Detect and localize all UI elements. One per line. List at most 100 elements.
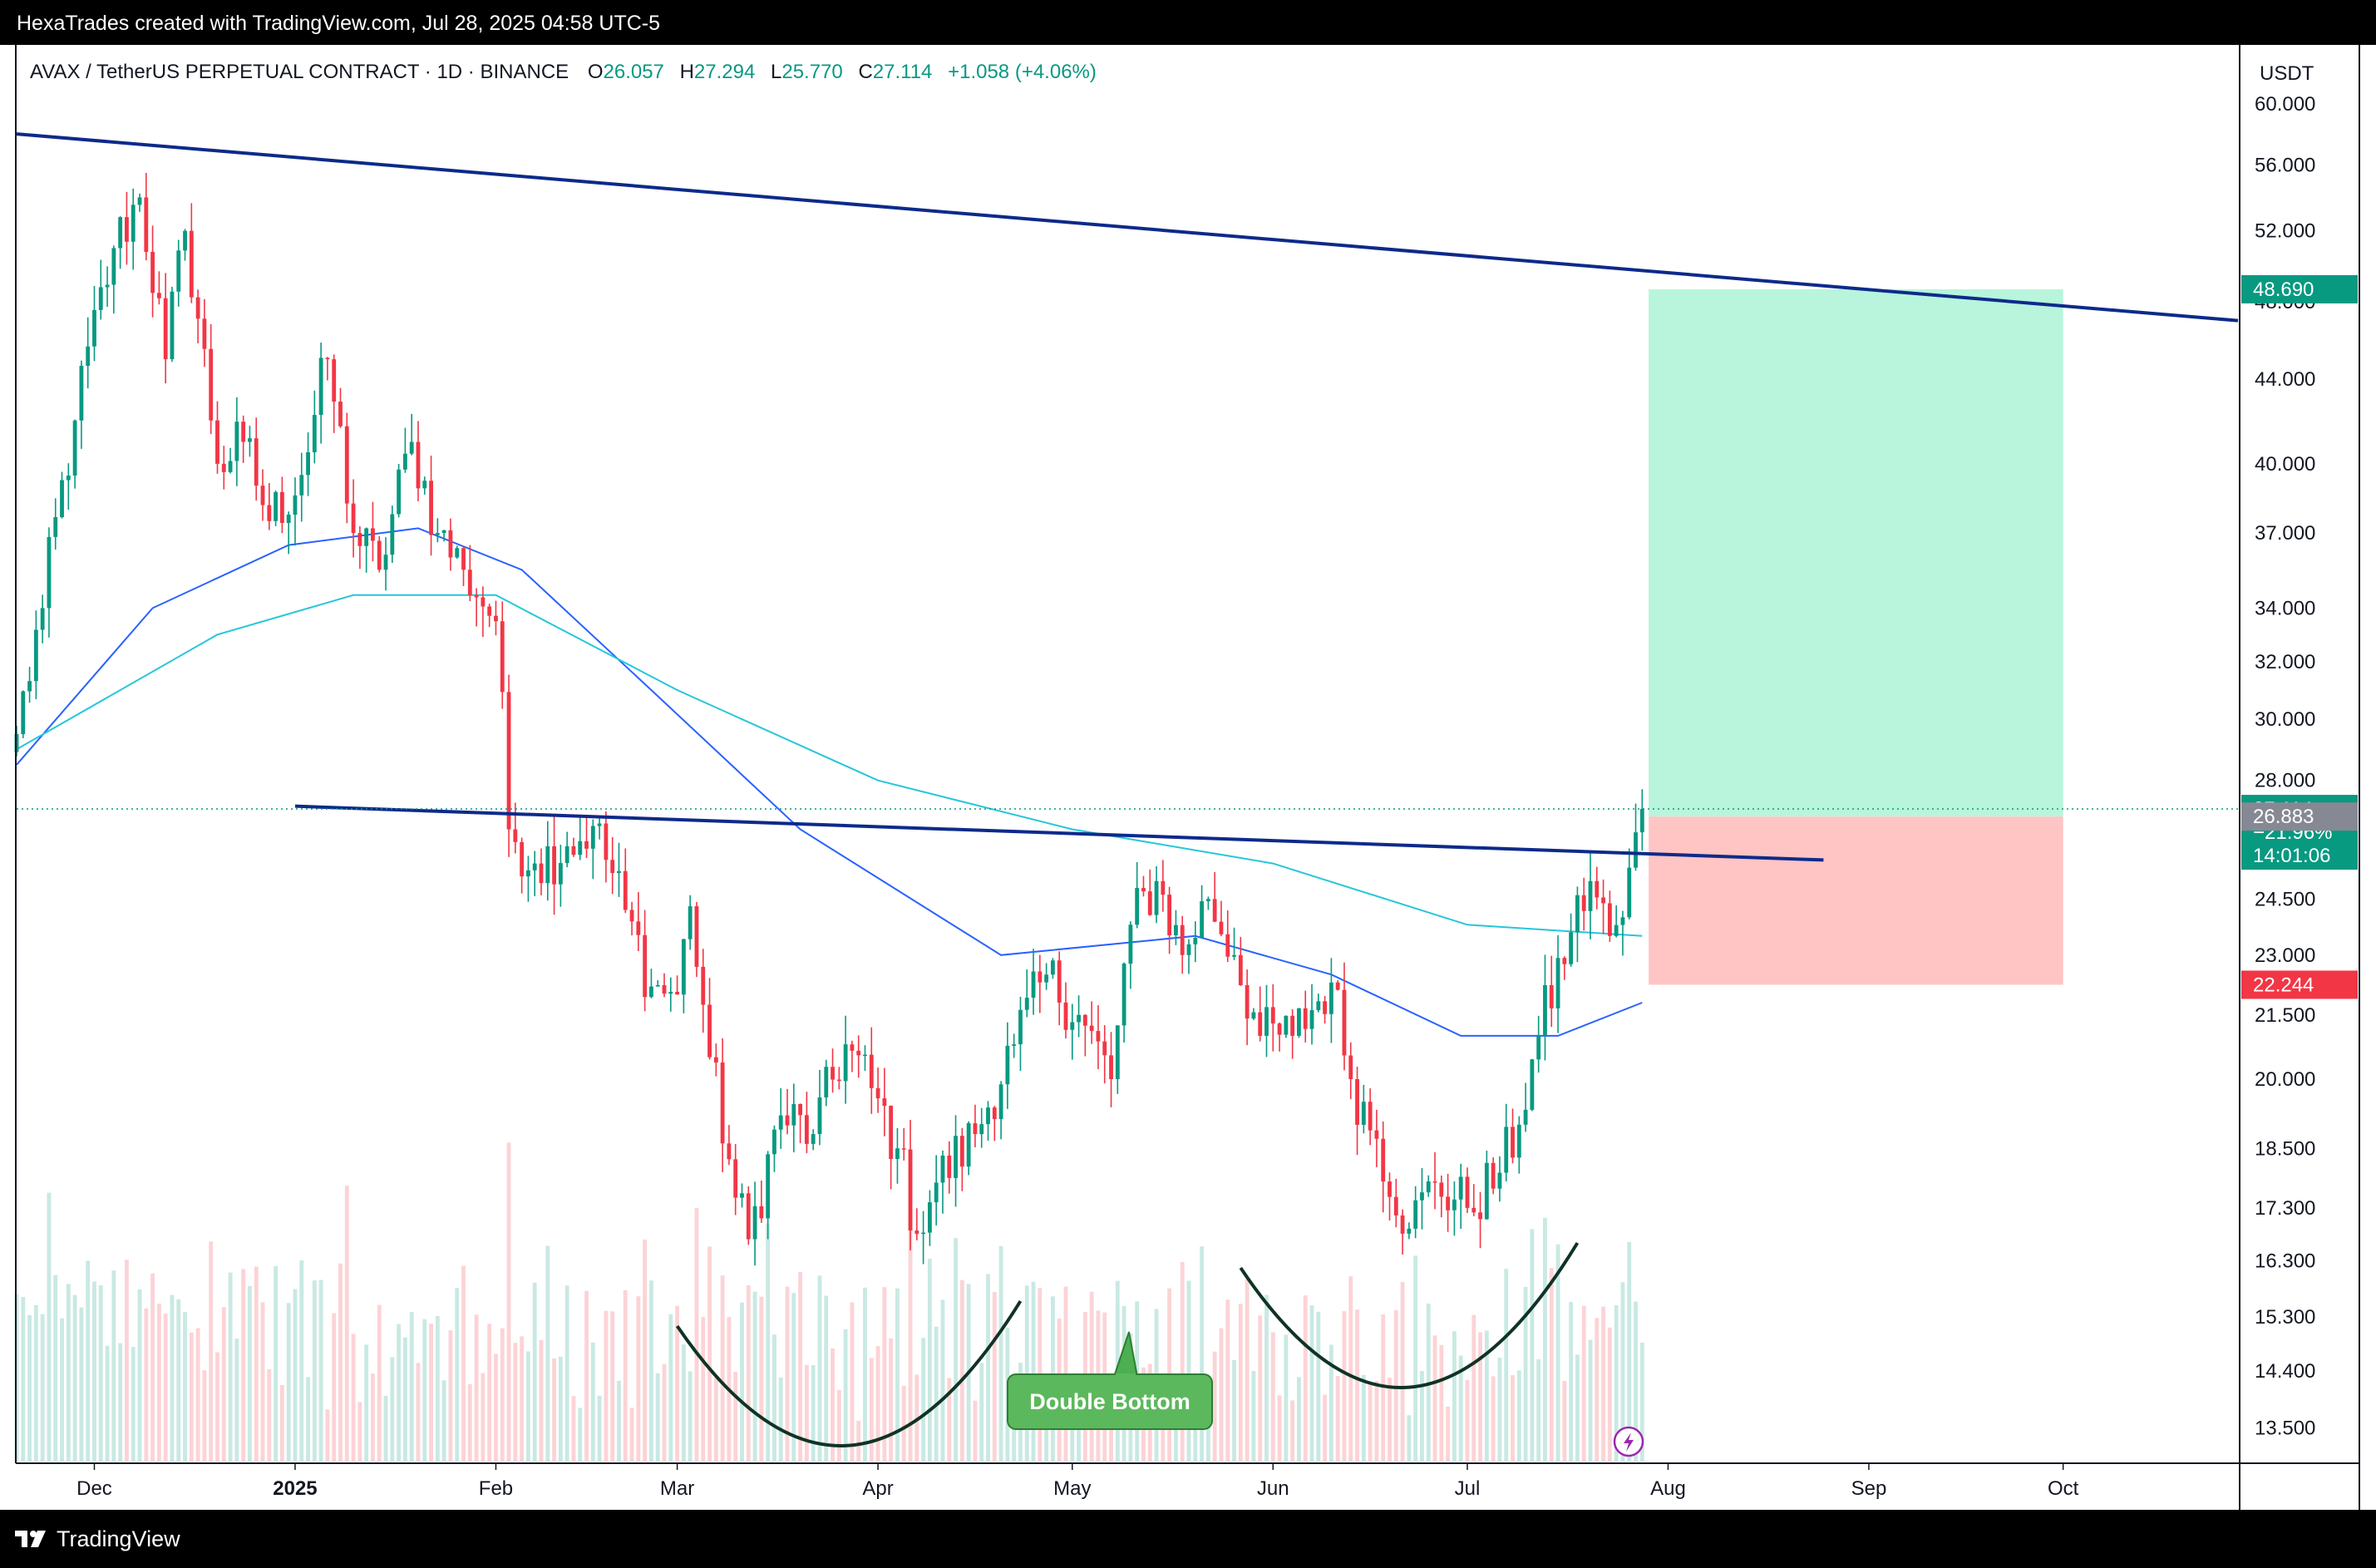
candle-body[interactable] bbox=[33, 629, 38, 682]
candle-body[interactable] bbox=[1439, 1182, 1444, 1197]
candle-body[interactable] bbox=[221, 463, 226, 472]
candle-body[interactable] bbox=[279, 491, 284, 523]
lightning-icon[interactable] bbox=[1613, 1426, 1644, 1457]
candle-body[interactable] bbox=[1458, 1176, 1463, 1200]
candle-body[interactable] bbox=[1128, 925, 1133, 964]
candle-body[interactable] bbox=[1374, 1130, 1379, 1139]
candle-body[interactable] bbox=[1082, 1014, 1087, 1026]
candle-body[interactable] bbox=[1284, 1015, 1289, 1035]
candle-body[interactable] bbox=[843, 1044, 848, 1082]
candle-body[interactable] bbox=[1543, 984, 1547, 1036]
candle-body[interactable] bbox=[636, 921, 641, 935]
candle-body[interactable] bbox=[1368, 1102, 1373, 1131]
candle-body[interactable] bbox=[617, 870, 621, 874]
candle-body[interactable] bbox=[940, 1155, 945, 1183]
candle-body[interactable] bbox=[1018, 1009, 1023, 1045]
candle-body[interactable] bbox=[312, 415, 317, 452]
candle-body[interactable] bbox=[1581, 895, 1586, 911]
candle-body[interactable] bbox=[397, 469, 402, 515]
candle-body[interactable] bbox=[934, 1182, 939, 1203]
candle-body[interactable] bbox=[79, 366, 84, 421]
candle-body[interactable] bbox=[921, 1232, 926, 1235]
candle-body[interactable] bbox=[655, 984, 660, 987]
candle-body[interactable] bbox=[1355, 1079, 1359, 1125]
candle-body[interactable] bbox=[746, 1193, 751, 1240]
candle-body[interactable] bbox=[882, 1098, 887, 1107]
candle-body[interactable] bbox=[552, 846, 556, 885]
candle-body[interactable] bbox=[344, 426, 349, 504]
candle-body[interactable] bbox=[856, 1050, 861, 1056]
candle-body[interactable] bbox=[1601, 897, 1605, 904]
candle-body[interactable] bbox=[40, 608, 45, 630]
candle-body[interactable] bbox=[377, 540, 382, 570]
candle-body[interactable] bbox=[1523, 1109, 1528, 1125]
candle-body[interactable] bbox=[390, 514, 395, 555]
candle-body[interactable] bbox=[1393, 1196, 1398, 1215]
candle-body[interactable] bbox=[1238, 954, 1243, 985]
candle-body[interactable] bbox=[1212, 899, 1217, 922]
candle-body[interactable] bbox=[176, 250, 181, 292]
candle-body[interactable] bbox=[441, 530, 446, 534]
candle-body[interactable] bbox=[1141, 888, 1146, 892]
candle-body[interactable] bbox=[1446, 1196, 1451, 1211]
candle-body[interactable] bbox=[72, 420, 77, 476]
candle-body[interactable] bbox=[150, 251, 155, 293]
candle-body[interactable] bbox=[1147, 891, 1152, 915]
candle-body[interactable] bbox=[1348, 1055, 1353, 1080]
candle-body[interactable] bbox=[1555, 958, 1560, 1008]
candle-body[interactable] bbox=[435, 533, 440, 535]
candle-body[interactable] bbox=[804, 1115, 809, 1144]
candle-body[interactable] bbox=[532, 863, 537, 870]
candle-body[interactable] bbox=[772, 1129, 776, 1155]
candle-body[interactable] bbox=[1549, 984, 1554, 1008]
candle-body[interactable] bbox=[1607, 903, 1612, 936]
candle-body[interactable] bbox=[1135, 888, 1140, 925]
candle-body[interactable] bbox=[500, 621, 505, 693]
candle-body[interactable] bbox=[947, 1155, 952, 1178]
candle-body[interactable] bbox=[817, 1097, 822, 1135]
candle-body[interactable] bbox=[131, 205, 136, 242]
candle-body[interactable] bbox=[590, 826, 595, 849]
candle-body[interactable] bbox=[209, 348, 214, 421]
candle-body[interactable] bbox=[163, 298, 168, 360]
candle-body[interactable] bbox=[558, 863, 563, 885]
candle-body[interactable] bbox=[92, 309, 96, 347]
candle-body[interactable] bbox=[604, 823, 609, 860]
candle-body[interactable] bbox=[1070, 1022, 1075, 1030]
candle-body[interactable] bbox=[299, 475, 304, 496]
candle-body[interactable] bbox=[824, 1067, 829, 1097]
candle-body[interactable] bbox=[998, 1084, 1003, 1120]
descending-trendline[interactable] bbox=[16, 132, 2239, 323]
candle-body[interactable] bbox=[481, 597, 486, 607]
candle-body[interactable] bbox=[1180, 925, 1185, 955]
candle-body[interactable] bbox=[325, 357, 330, 360]
candle-body[interactable] bbox=[1050, 960, 1055, 975]
candle-body[interactable] bbox=[649, 986, 653, 998]
candle-body[interactable] bbox=[1639, 809, 1644, 833]
candle-body[interactable] bbox=[98, 287, 103, 310]
candle-body[interactable] bbox=[461, 548, 466, 570]
candle-body[interactable] bbox=[1316, 1001, 1321, 1011]
candle-body[interactable] bbox=[986, 1107, 990, 1125]
candle-body[interactable] bbox=[306, 451, 310, 476]
candle-body[interactable] bbox=[992, 1107, 997, 1120]
candle-body[interactable] bbox=[1309, 1010, 1314, 1029]
candle-body[interactable] bbox=[1154, 880, 1159, 915]
candle-body[interactable] bbox=[1270, 1007, 1275, 1024]
candle-body[interactable] bbox=[791, 1104, 796, 1126]
candle-body[interactable] bbox=[707, 1004, 712, 1058]
candle-body[interactable] bbox=[422, 481, 427, 489]
candle-body[interactable] bbox=[927, 1202, 932, 1233]
candle-body[interactable] bbox=[455, 548, 460, 558]
candle-body[interactable] bbox=[1063, 1002, 1068, 1030]
candle-body[interactable] bbox=[364, 528, 369, 546]
candle-body[interactable] bbox=[383, 555, 388, 570]
candle-body[interactable] bbox=[1471, 1207, 1476, 1213]
candle-body[interactable] bbox=[1219, 921, 1224, 934]
candle-body[interactable] bbox=[1497, 1172, 1502, 1189]
candle-body[interactable] bbox=[1569, 932, 1574, 964]
candle-body[interactable] bbox=[1504, 1127, 1509, 1173]
candle-body[interactable] bbox=[740, 1193, 744, 1198]
candle-body[interactable] bbox=[1484, 1162, 1489, 1220]
candle-body[interactable] bbox=[785, 1115, 790, 1126]
